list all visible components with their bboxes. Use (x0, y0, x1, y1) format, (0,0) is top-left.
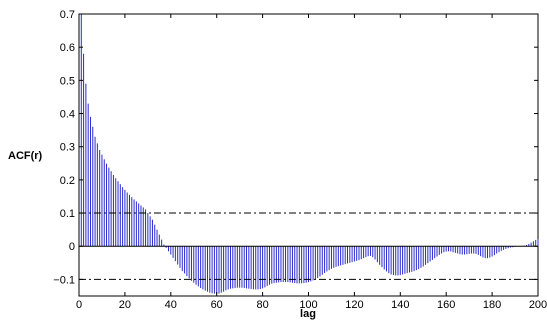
y-tick-label: 0.3 (60, 142, 75, 154)
acf-bars (80, 14, 539, 295)
y-tick-label: 0.7 (60, 9, 75, 21)
x-tick-label: 120 (345, 299, 363, 311)
x-axis-label: lag (300, 308, 316, 320)
x-tick-label: 140 (391, 299, 409, 311)
x-tick-label: 160 (437, 299, 455, 311)
y-tick-label: 0 (69, 241, 75, 253)
y-tick-label: 0.2 (60, 175, 75, 187)
x-tick-label: 80 (256, 299, 268, 311)
y-tick-label: −0.1 (53, 274, 75, 286)
confidence-bounds (79, 212, 538, 280)
x-tick-label: 40 (165, 299, 177, 311)
x-tick-label: 180 (483, 299, 501, 311)
y-tick-label: 0.1 (60, 208, 75, 220)
y-tick-label: 0.5 (60, 75, 75, 87)
x-tick-label: 60 (211, 299, 223, 311)
x-tick-label: 0 (76, 299, 82, 311)
x-tick-label: 200 (529, 299, 547, 311)
y-tick-label: 0.6 (60, 42, 75, 54)
y-tick-label: 0.4 (60, 109, 75, 121)
x-ticks: 0 20 40 60 80 100 120 140 160 180 200 (76, 14, 547, 311)
y-axis-label: ACF(r) (8, 150, 43, 162)
x-tick-label: 100 (299, 299, 317, 311)
x-tick-label: 20 (119, 299, 131, 311)
y-ticks: −0.1 0 0.1 0.2 0.3 0.4 0.5 0.6 0.7 (53, 9, 538, 286)
